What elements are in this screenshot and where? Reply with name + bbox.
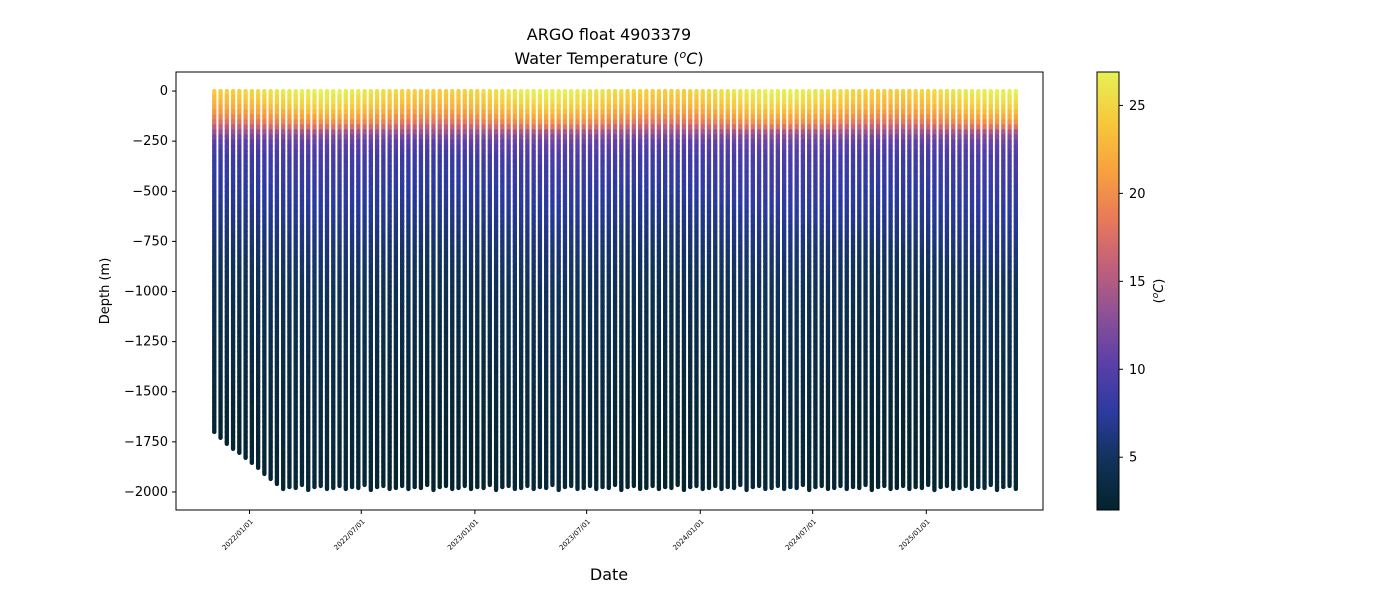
chart-subtitle: Water Temperature (oC): [514, 48, 703, 68]
profiles-layer: [212, 88, 1018, 493]
chart-title: ARGO float 4903379: [527, 25, 691, 44]
chart-title-group: ARGO float 4903379 Water Temperature (oC…: [514, 25, 703, 68]
